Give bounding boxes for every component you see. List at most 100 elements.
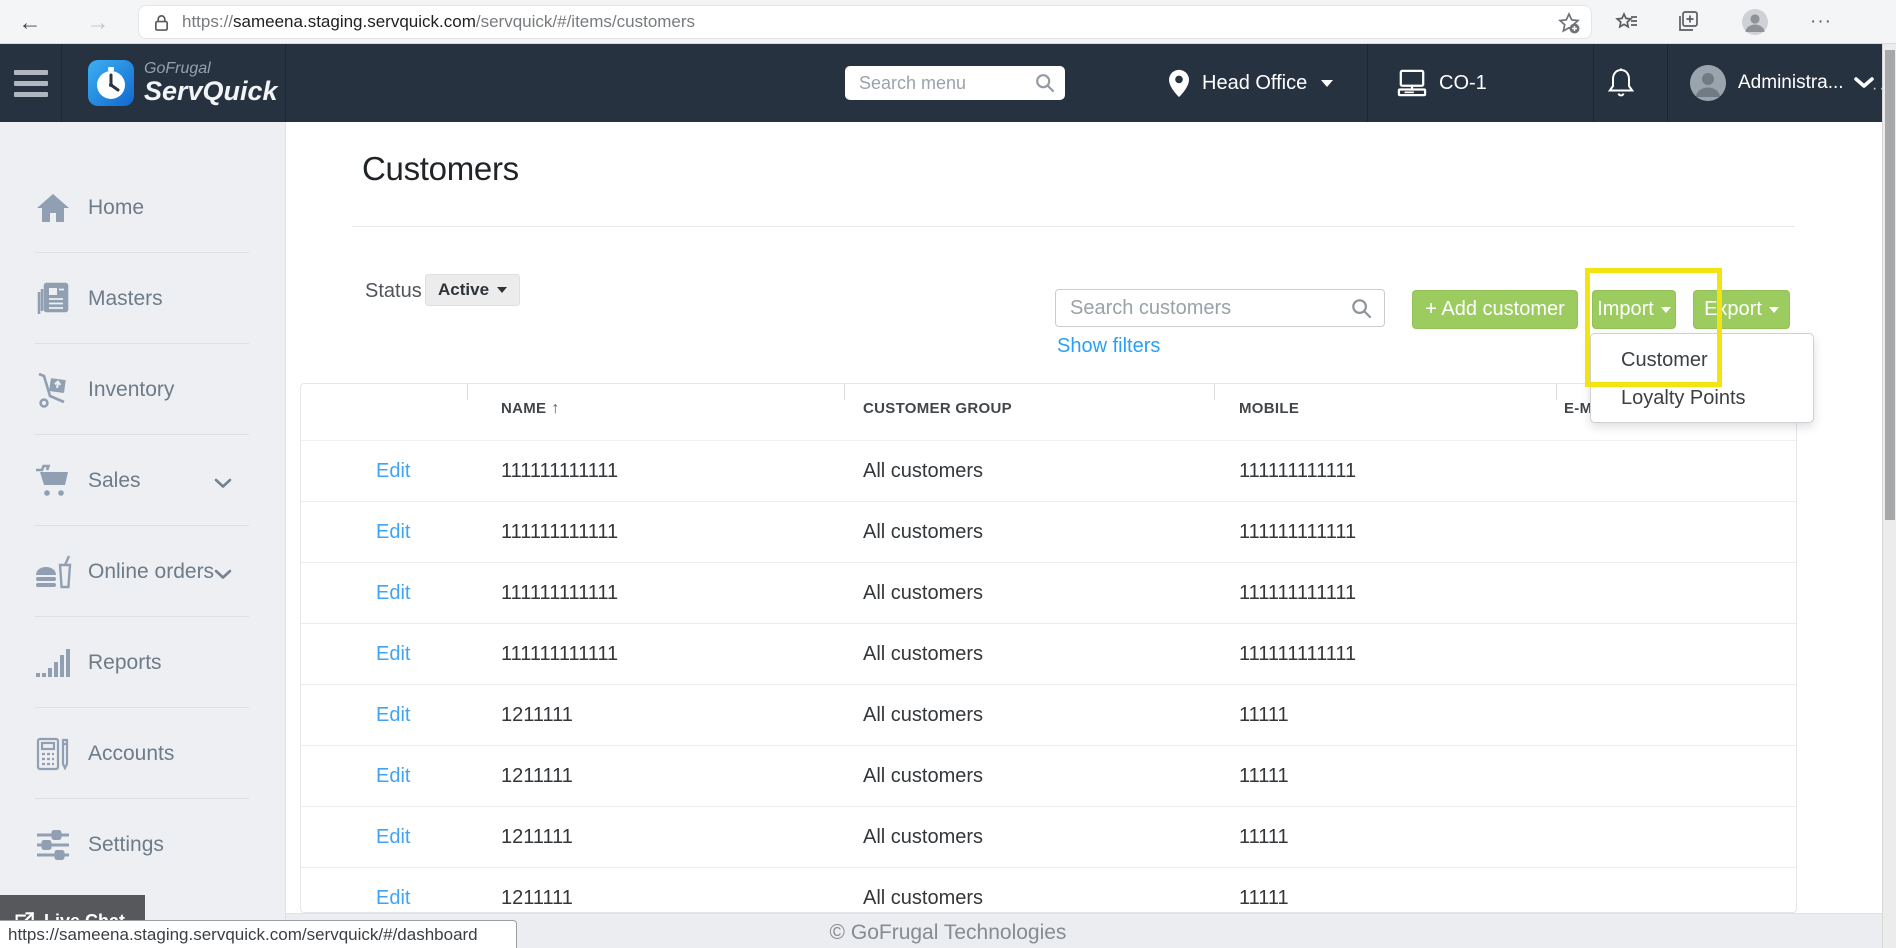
menu-search-input[interactable] (859, 72, 1035, 94)
store-selector[interactable]: Head Office (1168, 44, 1334, 122)
customers-table: NAME↑ CUSTOMER GROUP MOBILE E-MAIL Edit … (300, 383, 1797, 913)
import-menu-item[interactable]: Loyalty Points (1621, 387, 1746, 409)
header-overflow-dots: ·· (1872, 80, 1887, 97)
cell-name: 1211111 (501, 703, 573, 726)
table-body: Edit 111111111111 All customers 11111111… (301, 441, 1796, 912)
divider (352, 226, 1795, 227)
sidebar-item-reports[interactable]: Reports (0, 617, 285, 708)
sidebar-item-home[interactable]: Home (0, 162, 285, 253)
scrollbar-thumb[interactable] (1885, 50, 1895, 520)
edit-link[interactable]: Edit (376, 520, 411, 543)
browser-toolbar: ← → ↻ https://sameena.staging.servquick.… (0, 0, 1896, 44)
menu-search-box (845, 66, 1065, 100)
chevron-down-icon (1321, 79, 1334, 87)
import-button[interactable]: Import (1592, 290, 1676, 329)
calculator-icon (33, 734, 73, 774)
servquick-clock-icon (88, 60, 134, 106)
caret-down-icon (1768, 306, 1779, 313)
export-button[interactable]: Export (1693, 290, 1790, 329)
header-divider (1667, 44, 1668, 122)
documents-icon (33, 279, 73, 319)
edit-link[interactable]: Edit (376, 642, 411, 665)
food-drink-icon (33, 552, 73, 592)
user-avatar (1690, 65, 1726, 101)
table-row: Edit 1211111 All customers 11111 (301, 685, 1796, 746)
table-row: Edit 1211111 All customers 11111 (301, 868, 1796, 912)
product-name: ServQuick (144, 76, 278, 106)
user-menu[interactable]: Administra... (1690, 44, 1874, 122)
sidebar: Home Masters Inventory Sales (0, 122, 286, 948)
page-scrollbar[interactable] (1882, 44, 1896, 948)
collections-icon[interactable] (1672, 8, 1702, 36)
browser-profile-avatar[interactable] (1740, 8, 1770, 36)
cell-name: 1211111 (501, 825, 573, 848)
sidebar-item-sales[interactable]: Sales (0, 435, 285, 526)
chevron-down-icon (214, 476, 232, 494)
edit-link[interactable]: Edit (376, 581, 411, 604)
cell-name: 111111111111 (501, 459, 619, 482)
browser-back-icon[interactable]: ← (18, 8, 42, 35)
add-customer-button[interactable]: + Add customer (1412, 290, 1578, 329)
header-name[interactable]: NAME ↑ (467, 384, 844, 440)
terminal-selector[interactable]: CO-1 (1397, 44, 1487, 122)
status-bar-url: https://sameena.staging.servquick.com/se… (8, 924, 478, 944)
header-divider (1367, 44, 1368, 122)
cell-name: 111111111111 (501, 520, 619, 543)
show-filters-link[interactable]: Show filters (1057, 335, 1161, 357)
location-pin-icon (1168, 69, 1190, 98)
edit-link[interactable]: Edit (376, 703, 411, 726)
notifications-bell-icon[interactable] (1607, 44, 1635, 122)
brand-name: GoFrugal (144, 60, 211, 77)
caret-down-icon (1660, 306, 1671, 313)
sliders-icon (33, 825, 73, 865)
cell-customer-group: All customers (863, 703, 984, 726)
sidebar-item-accounts[interactable]: Accounts (0, 708, 285, 799)
cell-mobile: 11111 (1239, 886, 1289, 909)
address-bar[interactable]: https://sameena.staging.servquick.com/se… (138, 5, 1592, 39)
import-menu-item[interactable]: Customer (1621, 349, 1708, 371)
status-filter-dropdown[interactable]: Active (425, 274, 521, 306)
url-text: https://sameena.staging.servquick.com/se… (182, 12, 696, 31)
cell-name: 1211111 (501, 764, 573, 787)
cell-name: 1211111 (501, 886, 573, 909)
header-mobile[interactable]: MOBILE (1214, 384, 1556, 440)
sidebar-item-online-orders[interactable]: Online orders (0, 526, 285, 617)
user-name: Administra... (1738, 72, 1844, 93)
page-title: Customers (362, 150, 519, 187)
cell-mobile: 111111111111 (1239, 459, 1357, 482)
favorites-icon[interactable] (1612, 8, 1642, 36)
header-customer-group[interactable]: CUSTOMER GROUP (844, 384, 1214, 440)
import-dropdown-menu: Customer Loyalty Points (1590, 333, 1814, 423)
browser-status-bar: https://sameena.staging.servquick.com/se… (0, 920, 517, 948)
copyright-text: © GoFrugal Technologies (829, 921, 1067, 944)
search-icon (1035, 73, 1055, 93)
edit-link[interactable]: Edit (376, 825, 411, 848)
cell-customer-group: All customers (863, 459, 984, 482)
app-header: GoFrugal ServQuick Head Office CO-1 Admi… (0, 44, 1896, 122)
cell-customer-group: All customers (863, 642, 984, 665)
table-row: Edit 111111111111 All customers 11111111… (301, 502, 1796, 563)
edit-link[interactable]: Edit (376, 764, 411, 787)
browser-menu-icon[interactable]: ··· (1810, 11, 1832, 32)
sidebar-item-masters[interactable]: Masters (0, 253, 285, 344)
table-row: Edit 111111111111 All customers 11111111… (301, 441, 1796, 502)
cell-name: 111111111111 (501, 581, 619, 604)
status-label: Status (365, 280, 422, 302)
chevron-down-icon (214, 567, 232, 585)
edit-link[interactable]: Edit (376, 459, 411, 482)
customer-search-input[interactable] (1070, 296, 1351, 320)
edit-link[interactable]: Edit (376, 886, 411, 909)
add-favorite-icon[interactable] (1557, 11, 1580, 34)
app-logo[interactable]: GoFrugal ServQuick (62, 44, 286, 122)
home-icon (33, 188, 73, 228)
header-edit-column (301, 384, 467, 440)
hamburger-menu-icon[interactable] (0, 44, 62, 122)
cell-name: 111111111111 (501, 642, 619, 665)
table-row: Edit 111111111111 All customers 11111111… (301, 624, 1796, 685)
browser-forward-icon[interactable]: → (86, 8, 110, 35)
cell-customer-group: All customers (863, 764, 984, 787)
sidebar-item-settings[interactable]: Settings (0, 799, 285, 890)
lock-icon (153, 13, 170, 32)
sidebar-item-inventory[interactable]: Inventory (0, 344, 285, 435)
header-divider (1593, 44, 1594, 122)
